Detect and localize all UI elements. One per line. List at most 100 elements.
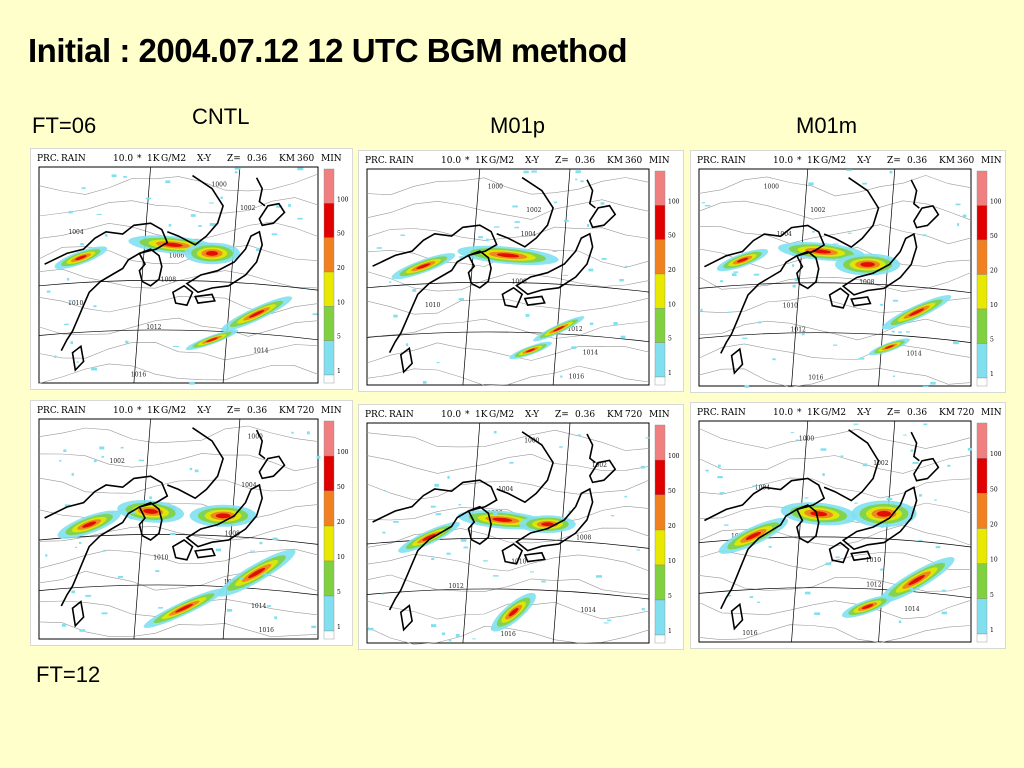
label-cntl: CNTL [192,104,250,129]
isobar-line [366,600,650,620]
coastline-taiwan [730,347,744,375]
panel-m01p-ft06: PRC. RAIN 10.0 * 1K G/M2 X-Y Z= 0.36 KM 360 MIN 1000… [358,150,684,392]
panel-header-text: 720 [625,410,642,420]
coastline-sakhalin [586,433,596,464]
panel-header-text: RAIN [389,410,414,420]
panel-header-text: MIN [649,156,670,166]
isobar-line [38,621,319,638]
isobar-label: 1000 [488,183,503,190]
coastline-china [372,224,498,353]
isobar-label: 1016 [131,371,146,378]
panel-header-text: RAIN [61,154,86,164]
isobar-label: 1014 [253,348,268,355]
color-bar-level: 1 [337,368,341,375]
precip-blob [876,510,892,517]
panel-header-text: KM [279,154,295,164]
coastline-russia [496,176,554,248]
panel-header-text: * [465,156,470,166]
isobar-line [366,453,650,474]
color-bar: 100 50 20 10 5 1 [976,170,1002,387]
coastline-hokkaido [258,202,286,227]
panel-header-text: Z= [227,154,241,164]
isobar-line [698,200,972,221]
isobar-label: 1000 [524,438,539,445]
panel-header-text: 1K [147,154,160,164]
color-bar-level: 50 [668,488,676,495]
isobar-label: 1010 [511,559,526,566]
panel-header-text: Z= [227,406,241,416]
color-bar-level: 20 [990,522,998,529]
coastline-kyushu [828,287,850,309]
isobar-label: 1008 [225,530,240,537]
panel-header-text: 360 [957,156,974,166]
color-bar-level: 10 [990,302,998,309]
color-bar-level: 10 [337,299,345,306]
isobar-line [698,477,972,499]
color-bar-level: 1 [668,370,672,377]
color-bar-level: 20 [337,265,345,272]
isobar-label: 1004 [521,231,536,238]
color-bar-level: 20 [668,523,676,530]
isobar-label: 1010 [153,555,168,562]
coastline-hokkaido [913,205,940,229]
panel-header-text: G/M2 [821,408,846,418]
precip-map-svg: PRC. RAIN 10.0 * 1K G/M2 X-Y Z= 0.36 KM 720 MIN 1000… [365,410,680,645]
precip-blob [496,253,520,258]
label-ft12: FT=12 [36,662,101,687]
panel-header-text: MIN [649,410,670,420]
isobar-label: 1016 [259,627,274,634]
isobar-line [366,625,650,645]
precip-map-svg: PRC. RAIN 10.0 * 1K G/M2 X-Y Z= 0.36 KM 360 MIN 1000… [365,156,680,386]
coastline-shikoku [523,551,546,563]
panel-header-text: 10.0 [773,156,793,166]
coastline-hokkaido [588,459,617,484]
isobar-label: 1014 [581,607,596,614]
isobar-label: 1008 [161,276,176,283]
isobar-label: 1008 [576,534,591,541]
isobar-line [38,197,319,217]
isobar-label: 1014 [251,603,266,610]
panel-header-text: * [137,154,142,164]
coastline-taiwan [71,600,85,628]
coastline-honshu [515,487,594,552]
coastline-china [704,477,826,610]
coastline-korea [467,250,492,289]
isobar-line [698,175,972,197]
panel-header-text: 1K [807,408,820,418]
isobar-line [698,575,972,592]
panel-header-text: 10.0 [773,408,793,418]
panel-header-text: 1K [475,410,488,420]
panel-header-text: 0.36 [907,408,927,418]
coastline-kyushu [501,286,524,309]
panel-header-text: MIN [321,406,342,416]
isobar-line [698,599,972,620]
isobar-line [38,425,319,444]
panel-header-text: G/M2 [489,410,514,420]
coastline-hokkaido [913,457,940,482]
label-m01p: M01p [490,113,546,138]
color-bar: 100 50 20 10 5 1 [654,424,680,644]
color-bar-level: 20 [990,268,998,275]
panel-header-text: Z= [555,156,569,166]
panel-header-text: MIN [981,408,1002,418]
panel-header-text: 10.0 [113,406,133,416]
coastline-sakhalin [255,429,266,460]
coastline-russia [167,174,224,246]
coastline-taiwan [71,344,85,372]
precip-blob [810,511,828,517]
coastline-honshu [841,486,918,551]
color-bar-level: 5 [668,336,672,343]
precip-blob [736,257,749,263]
panel-header-text: KM [607,156,623,166]
isobar-line [366,297,650,315]
coastline-shikoku [850,550,872,562]
precip-blob [861,604,874,610]
panel-header-text: X-Y [197,406,212,416]
isobar-line [38,341,319,361]
panel-header-text: MIN [321,154,342,164]
isobar-line [366,318,650,339]
isobar-label: 1014 [583,350,598,357]
coastline-korea [138,501,163,541]
